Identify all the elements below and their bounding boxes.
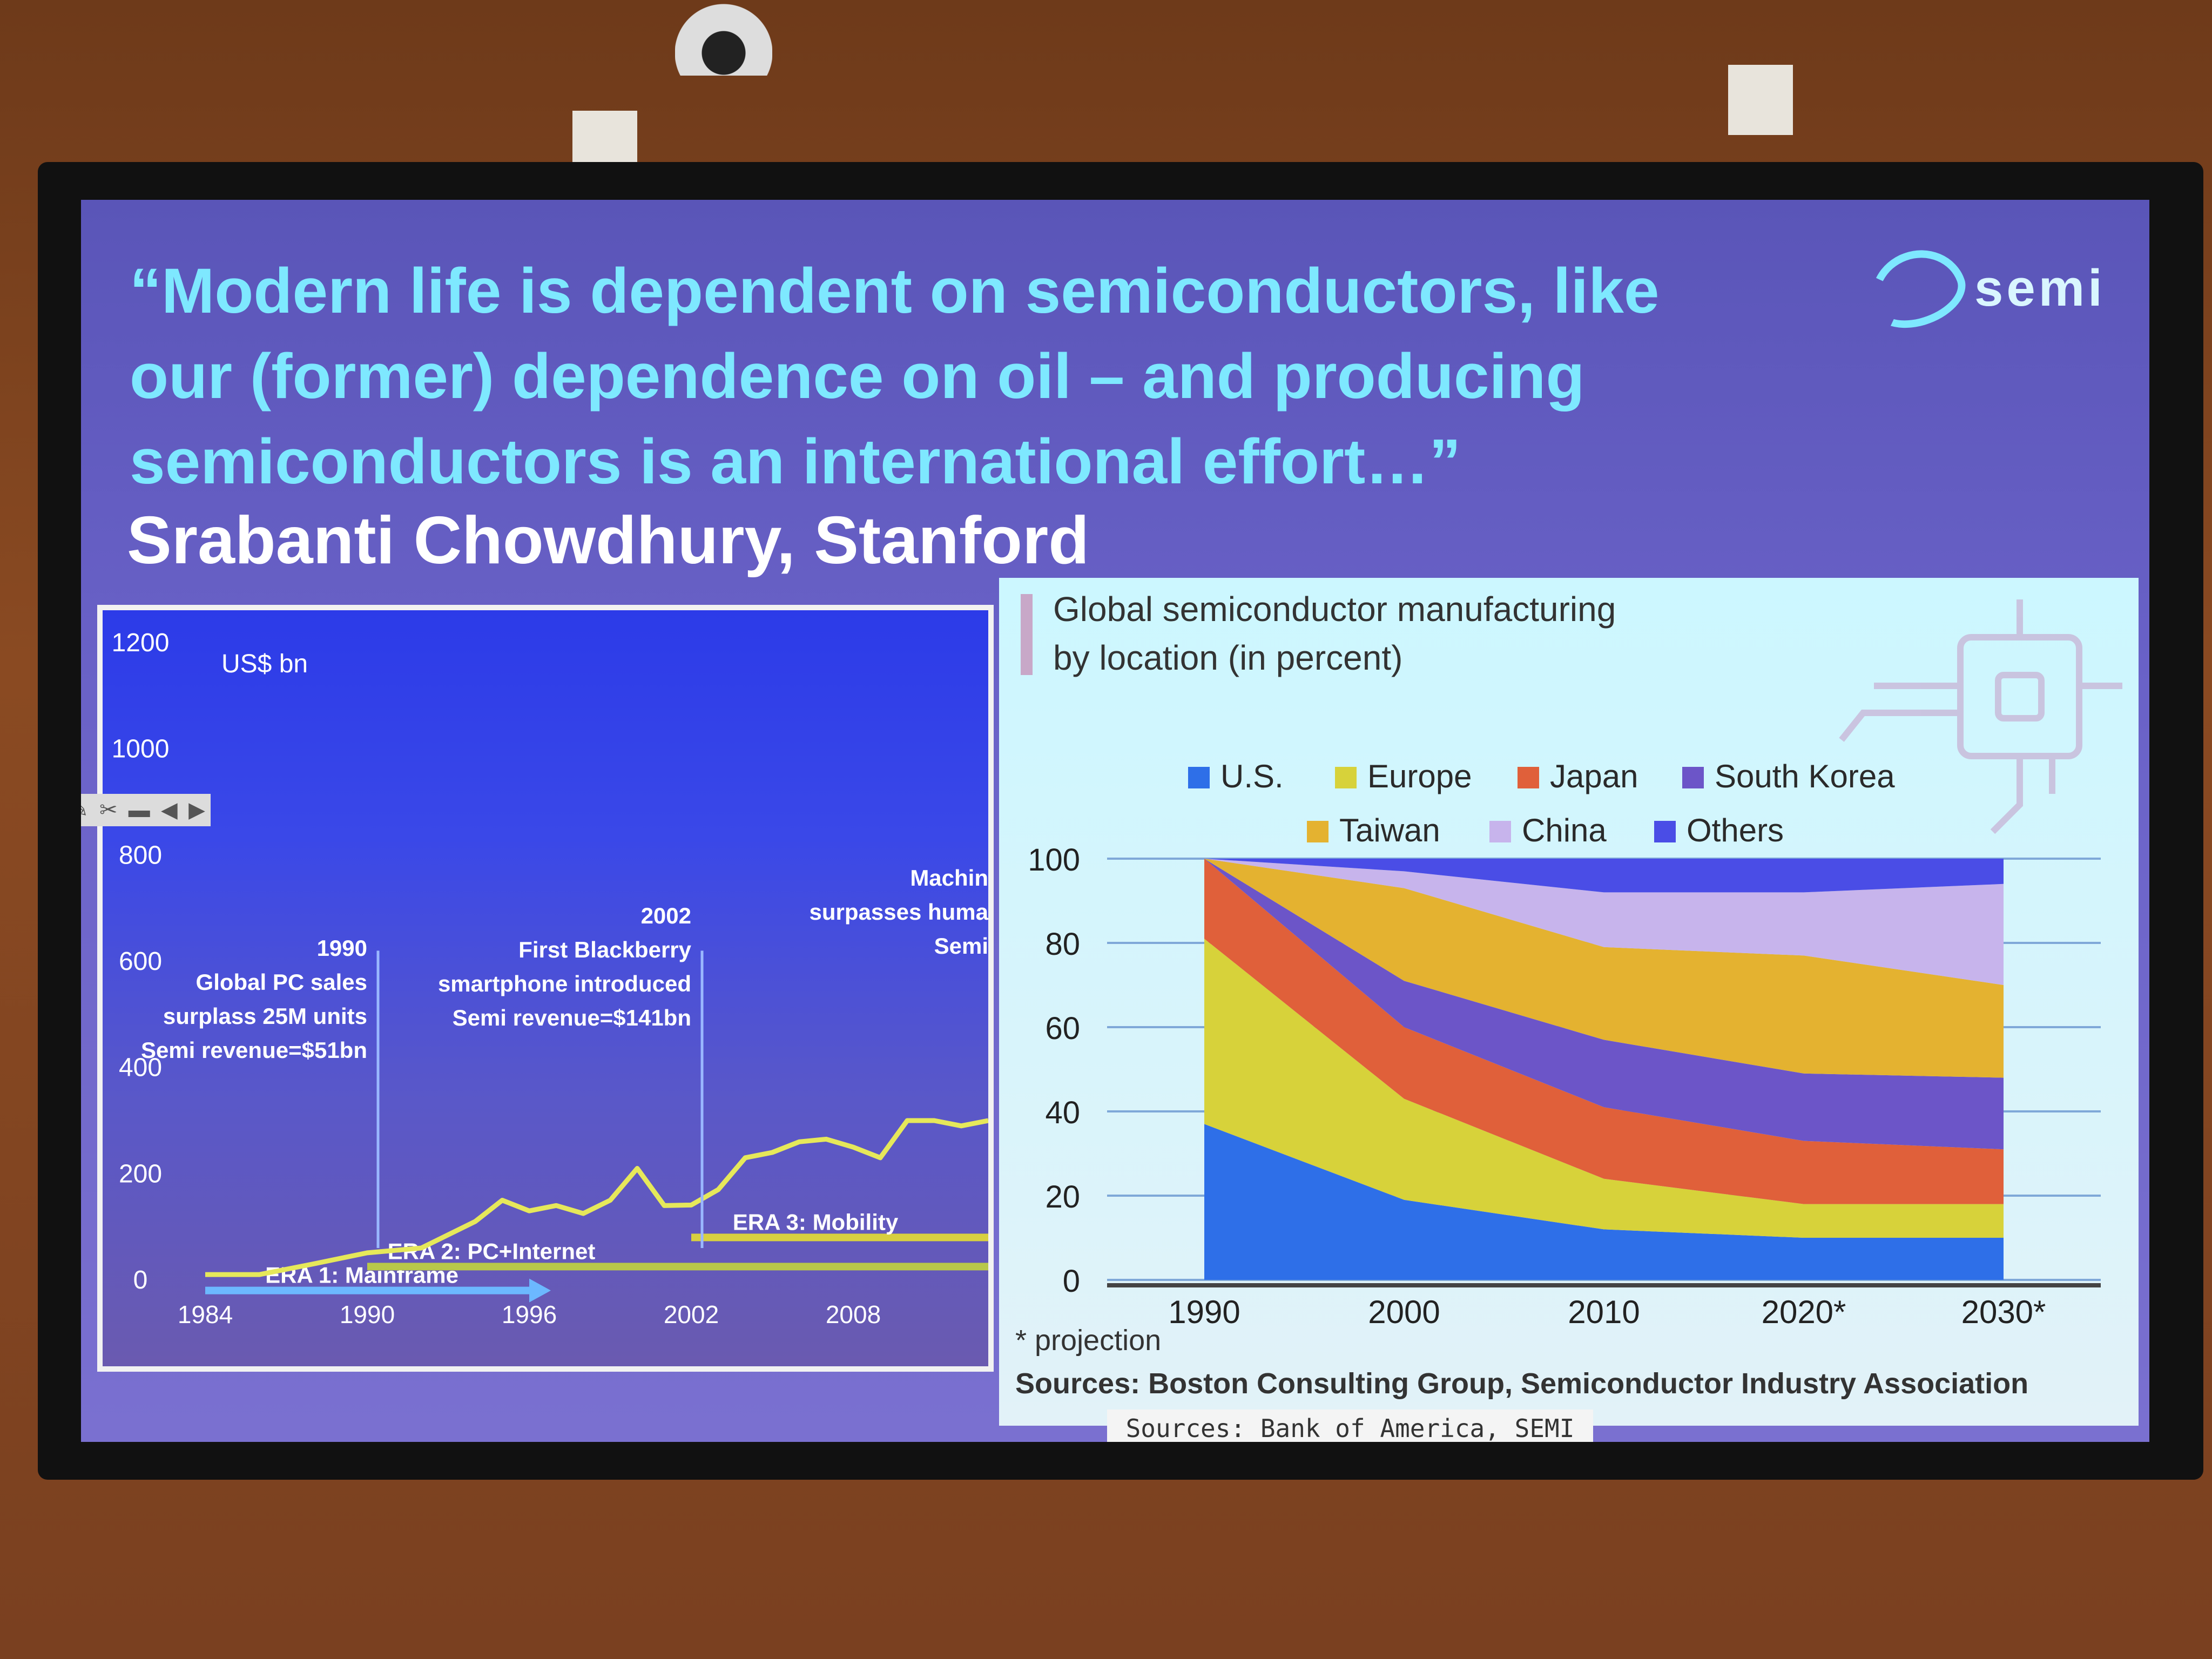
legend-label: U.S. [1220, 758, 1284, 794]
annotation-text: First Blackberry [518, 937, 691, 962]
legend-label: Taiwan [1339, 812, 1440, 848]
camera-icon [675, 0, 772, 76]
annotation-text: 2002 [641, 903, 691, 928]
era-arrow-head [529, 1278, 551, 1303]
annotation-text: Semi [934, 933, 988, 959]
area-u-s [1204, 1124, 2004, 1280]
area-south-korea [1204, 859, 2004, 1150]
area-china [1204, 859, 2004, 985]
chip-circuit-icon [1839, 599, 2122, 834]
semi-logo-text: semi [1974, 259, 2106, 317]
legend-label: Japan [1550, 758, 1638, 794]
x-tick-label: 2030* [1961, 1294, 2046, 1330]
x-tick-label: 2002 [664, 1300, 719, 1328]
legend-label: Europe [1367, 758, 1472, 794]
revenue-chart-panel: US$ bn 0 200 400 600 800 1000 1200 1984 1990 1996 2… [97, 605, 994, 1372]
x-tick-label: 2000 [1368, 1294, 1440, 1330]
y-tick-label: 80 [1045, 927, 1080, 962]
x-tick-label: 1990 [1168, 1294, 1240, 1330]
scissors-icon[interactable]: ✂ [99, 798, 118, 822]
legend-swatch [1188, 767, 1210, 788]
era-label: ERA 3: Mobility [733, 1209, 899, 1235]
era-label: ERA 2: PC+Internet [388, 1238, 596, 1264]
minus-icon[interactable]: ▬ [128, 798, 150, 822]
y-tick-label: 100 [1028, 842, 1080, 878]
y-tick-label: 0 [1063, 1264, 1080, 1299]
chart-title-line: Global semiconductor manufacturing [1053, 590, 1616, 629]
quote-author: Srabanti Chowdhury, Stanford [127, 503, 1089, 578]
y-axis-unit-label: US$ bn [221, 650, 308, 678]
x-tick-label: 2010 [1568, 1294, 1640, 1330]
area-taiwan [1204, 859, 2004, 1078]
y-tick-label: 1000 [112, 735, 170, 764]
x-tick-label: 2020* [1762, 1294, 1846, 1330]
sources-text: Sources: Boston Consulting Group, Semico… [1015, 1367, 2028, 1400]
y-tick-label: 200 [119, 1159, 162, 1188]
legend-label: Others [1687, 812, 1784, 848]
annotation-text: Machin [910, 865, 988, 891]
prev-arrow-icon[interactable]: ◀ [161, 798, 178, 822]
area-europe [1204, 939, 2004, 1238]
pen-icon[interactable]: ✎ [81, 798, 89, 822]
quote-line: our (former) dependence on oil – and pro… [130, 341, 1585, 412]
manufacturing-chart: Global semiconductor manufacturing by loc… [1015, 590, 2122, 1400]
y-tick-label: 400 [119, 1054, 162, 1082]
annotation-text: Semi revenue=$51bn [141, 1037, 367, 1063]
legend-swatch [1489, 821, 1511, 842]
y-tick-label: 40 [1045, 1095, 1080, 1130]
annotation-text: smartphone introduced [438, 971, 691, 996]
quote-text: “Modern life is dependent on semiconduct… [130, 248, 1750, 504]
legend-swatch [1682, 767, 1704, 788]
legend-swatch [1307, 821, 1328, 842]
revenue-line [205, 1118, 989, 1277]
revenue-chart: US$ bn 0 200 400 600 800 1000 1200 1984 1990 1996 2… [112, 629, 989, 1328]
manufacturing-chart-panel: Global semiconductor manufacturing by loc… [999, 578, 2139, 1426]
revenue-chart-background: US$ bn 0 200 400 600 800 1000 1200 1984 1990 1996 2… [103, 610, 989, 1366]
legend-swatch [1518, 767, 1539, 788]
legend-label: South Korea [1715, 758, 1895, 794]
annotation-text: surpasses huma [810, 899, 989, 925]
annotation-text: 1990 [317, 935, 367, 961]
x-tick-label: 1990 [340, 1300, 395, 1328]
quote-line: semiconductors is an international effor… [130, 426, 1461, 497]
chip-body [1957, 634, 2082, 759]
y-tick-label: 60 [1045, 1011, 1080, 1046]
semi-logo-icon [1858, 237, 1975, 340]
title-accent-bar [1021, 594, 1033, 675]
footnote: * projection [1015, 1324, 1161, 1357]
ceiling-light-right [1728, 65, 1793, 135]
circuit-traces [1839, 599, 2122, 834]
area-others [1204, 859, 2004, 893]
semi-logo: semi [1858, 237, 2106, 340]
annotation-text: Semi revenue=$141bn [453, 1005, 691, 1030]
quote-line: “Modern life is dependent on semiconduct… [130, 255, 1660, 327]
y-tick-label: 0 [133, 1266, 148, 1294]
slide: “Modern life is dependent on semiconduct… [81, 200, 2149, 1442]
legend-label: China [1522, 812, 1607, 848]
source-box: Sources: Bank of America, SEMI [1107, 1410, 1593, 1442]
legend-swatch [1654, 821, 1676, 842]
chip-core [1995, 672, 2045, 721]
chart-title-line: by location (in percent) [1053, 638, 1402, 677]
annotation-text: surplass 25M units [163, 1003, 367, 1029]
next-arrow-icon[interactable]: ▶ [188, 798, 205, 822]
x-tick-label: 2008 [826, 1300, 881, 1328]
area-japan [1204, 859, 2004, 1204]
y-tick-label: 600 [119, 947, 162, 976]
y-tick-label: 800 [119, 841, 162, 869]
y-tick-label: 20 [1045, 1179, 1080, 1215]
y-tick-label: 1200 [112, 629, 170, 657]
legend-swatch [1335, 767, 1357, 788]
annotation-text: Global PC sales [196, 969, 367, 995]
presentation-toolbar: ✎ ✂ ▬ ◀ ▶ [81, 794, 211, 826]
x-tick-label: 1984 [178, 1300, 233, 1328]
x-tick-label: 1996 [502, 1300, 557, 1328]
